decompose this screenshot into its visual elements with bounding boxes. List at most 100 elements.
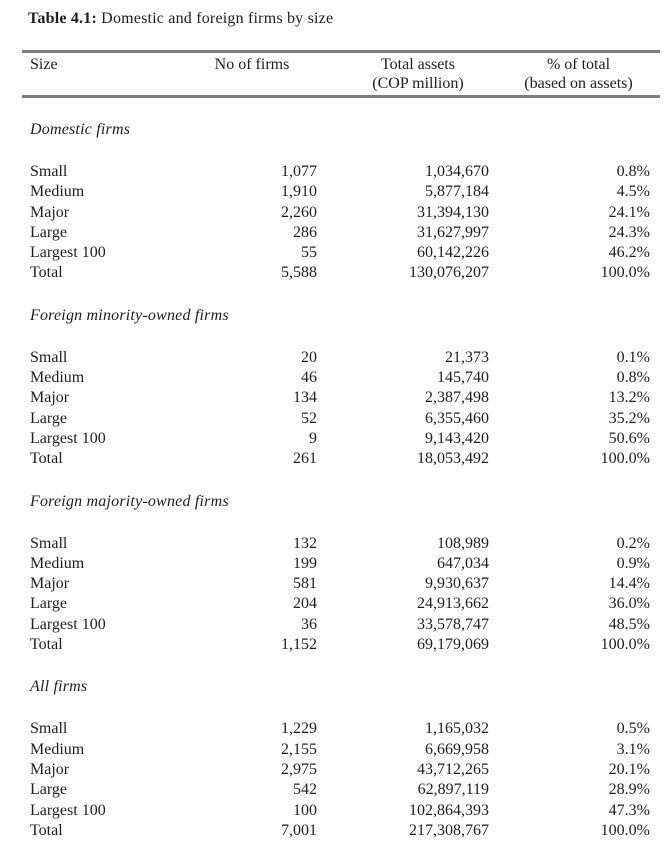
size-cell: Large	[30, 781, 68, 799]
firms-count-cell: 36	[301, 615, 317, 633]
pct-cell: 24.1%	[608, 203, 650, 221]
assets-cell: 102,864,393	[409, 801, 489, 819]
size-cell: Small	[30, 348, 68, 366]
firms-count-cell: 2,975	[281, 760, 317, 778]
pct-cell: 100.0%	[600, 264, 650, 282]
size-cell: Major	[30, 760, 70, 778]
pct-cell: 24.3%	[608, 223, 650, 241]
size-cell: Total	[30, 636, 63, 654]
assets-cell: 18,053,492	[417, 450, 489, 468]
firms-count-cell: 1,910	[281, 183, 317, 201]
pct-cell: 47.3%	[608, 801, 650, 819]
assets-cell: 9,930,637	[425, 575, 489, 593]
pct-cell: 0.8%	[616, 369, 650, 387]
assets-cell: 69,179,069	[417, 636, 489, 654]
size-cell: Medium	[30, 740, 85, 758]
pct-cell: 48.5%	[608, 615, 650, 633]
size-cell: Small	[30, 163, 68, 180]
column-header-no-of-firms: No of firms	[214, 56, 290, 73]
table-row: Major 134 2,387,498 13.2%	[22, 388, 660, 408]
pct-cell: 100.0%	[600, 821, 650, 839]
table-row-total: Total 7,001 217,308,767 100.0%	[22, 821, 660, 841]
table-row-total: Total 1,152 69,179,069 100.0%	[22, 635, 660, 655]
section-title: Domestic firms	[30, 121, 131, 138]
size-cell: Total	[30, 821, 63, 839]
table-row: Largest 100 36 33,578,747 48.5%	[22, 615, 660, 635]
size-cell: Largest 100	[30, 615, 106, 633]
table-row: Largest 100 9 9,143,420 50.6%	[22, 429, 660, 449]
pct-cell: 46.2%	[608, 244, 650, 262]
pct-cell: 28.9%	[608, 781, 650, 799]
table-row: Small 20 21,373 0.1%	[22, 348, 660, 368]
firms-count-cell: 55	[301, 244, 317, 262]
assets-cell: 24,913,662	[417, 595, 489, 613]
table-row: Small 1,077 1,034,670 0.8%	[22, 162, 660, 182]
firms-count-cell: 581	[293, 575, 317, 593]
size-cell: Medium	[30, 369, 85, 387]
pct-cell: 4.5%	[616, 183, 650, 201]
firms-count-cell: 9	[309, 429, 317, 447]
assets-cell: 647,034	[437, 554, 489, 572]
assets-cell: 108,989	[437, 534, 489, 552]
firms-count-cell: 7,001	[281, 821, 317, 839]
pct-cell: 50.6%	[608, 429, 650, 447]
table-row: Medium 46 145,740 0.8%	[22, 368, 660, 388]
size-cell: Major	[30, 389, 70, 407]
firms-count-cell: 134	[293, 389, 317, 407]
firms-count-cell: 132	[293, 534, 317, 552]
size-cell: Small	[30, 534, 68, 552]
section-rows: Small 20 21,373 0.1% Medium 46 145,740 0…	[22, 348, 660, 470]
column-header-total-assets: Total assets (COP million)	[332, 55, 504, 93]
firms-count-cell: 1,077	[281, 163, 317, 180]
table-row: Large 52 6,355,460 35.2%	[22, 409, 660, 429]
column-header-pct-of-total-line1: % of total	[546, 56, 611, 73]
table-row: Small 132 108,989 0.2%	[22, 534, 660, 554]
assets-cell: 21,373	[445, 348, 489, 366]
assets-cell: 145,740	[437, 369, 489, 387]
table-row-total: Total 261 18,053,492 100.0%	[22, 449, 660, 469]
size-cell: Total	[30, 450, 63, 468]
size-cell: Largest 100	[30, 801, 106, 819]
pct-cell: 0.2%	[616, 534, 650, 552]
firms-count-cell: 52	[301, 409, 317, 427]
table-row: Major 581 9,930,637 14.4%	[22, 574, 660, 594]
pct-cell: 36.0%	[608, 595, 650, 613]
table-number: Table 4.1:	[28, 10, 97, 27]
size-cell: Large	[30, 223, 68, 241]
section-title: Foreign minority-owned firms	[30, 306, 229, 324]
firms-count-cell: 542	[293, 781, 317, 799]
assets-cell: 130,076,207	[409, 264, 489, 282]
table-header-row: Size No of firms Total assets (COP milli…	[22, 53, 660, 95]
section-title: Foreign majority-owned firms	[30, 492, 229, 510]
table-row: Major 2,260 31,394,130 24.1%	[22, 203, 660, 223]
section-all-firms: All firms Small 1,229 1,165,032 0.5% Med…	[22, 677, 660, 841]
pct-cell: 14.4%	[608, 575, 650, 593]
data-table: Size No of firms Total assets (COP milli…	[22, 50, 660, 841]
section-title: All firms	[30, 678, 88, 696]
table-row: Small 1,229 1,165,032 0.5%	[22, 719, 660, 739]
section-domestic-firms: Domestic firms Small 1,077 1,034,670 0.8…	[22, 120, 660, 284]
column-header-pct-of-total: % of total (based on assets)	[493, 55, 664, 93]
table-top-rule	[22, 50, 660, 53]
size-cell: Total	[30, 264, 63, 282]
assets-cell: 1,034,670	[425, 163, 489, 180]
table-row: Medium 1,910 5,877,184 4.5%	[22, 182, 660, 202]
size-cell: Major	[30, 203, 70, 221]
assets-cell: 33,578,747	[417, 615, 489, 633]
firms-count-cell: 46	[301, 369, 317, 387]
section-rows: Small 1,229 1,165,032 0.5% Medium 2,155 …	[22, 719, 660, 841]
assets-cell: 1,165,032	[425, 720, 489, 738]
pct-cell: 0.8%	[616, 163, 650, 180]
firms-count-cell: 1,152	[281, 636, 317, 654]
assets-cell: 6,355,460	[425, 409, 489, 427]
assets-cell: 31,394,130	[417, 203, 489, 221]
pct-cell: 3.1%	[616, 740, 650, 758]
assets-cell: 9,143,420	[425, 429, 489, 447]
size-cell: Medium	[30, 554, 85, 572]
size-cell: Major	[30, 575, 70, 593]
table-row: Large 204 24,913,662 36.0%	[22, 594, 660, 614]
section-rows: Small 1,077 1,034,670 0.8% Medium 1,910 …	[22, 162, 660, 284]
size-cell: Medium	[30, 183, 85, 201]
assets-cell: 2,387,498	[425, 389, 489, 407]
